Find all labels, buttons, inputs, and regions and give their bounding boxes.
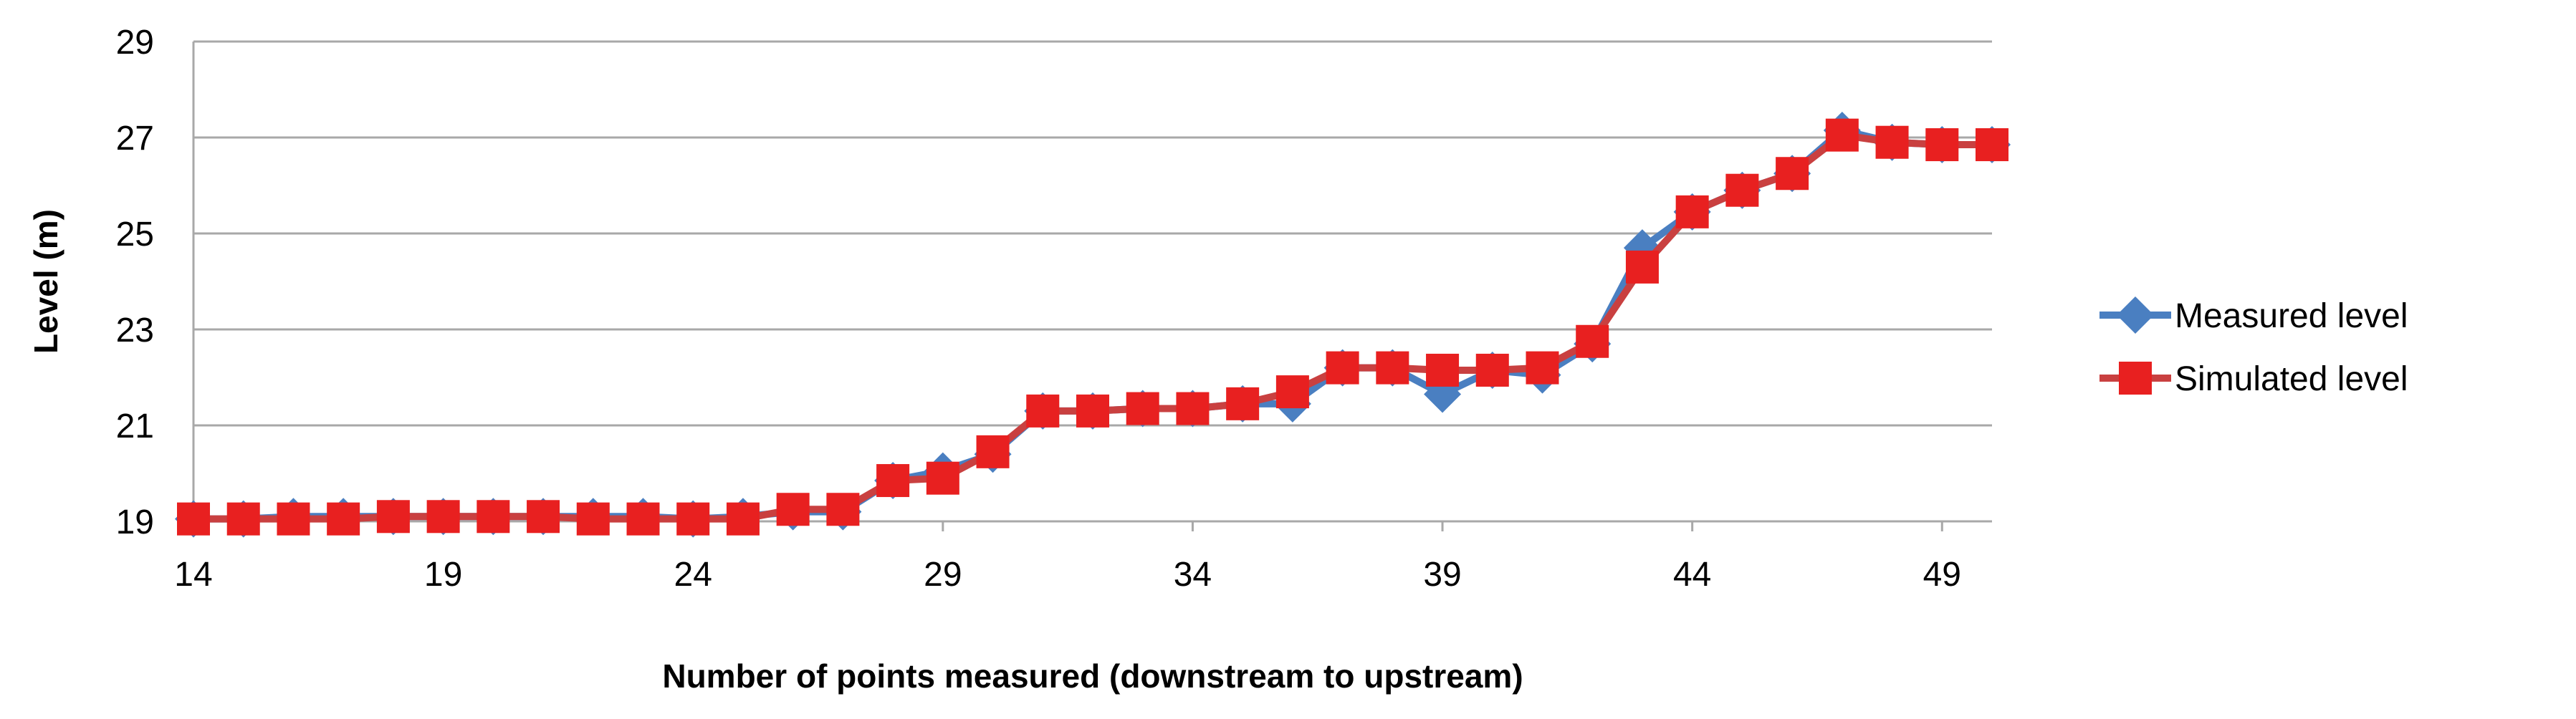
series-line — [193, 126, 1992, 523]
x-axis-ticks: 14 19 24 29 34 39 44 49 — [174, 521, 1961, 594]
series-layer — [175, 111, 2011, 538]
x-tick-label: 14 — [174, 556, 212, 594]
data-point-square — [1625, 250, 1659, 284]
data-point-square — [926, 461, 959, 495]
series-line — [193, 131, 1992, 523]
data-point-square — [1376, 351, 1409, 385]
x-tick-label: 34 — [1174, 556, 1212, 594]
data-point-square — [876, 464, 910, 498]
y-tick-label: 29 — [116, 24, 154, 62]
data-point-square — [226, 502, 260, 536]
data-point-square — [1426, 353, 1460, 387]
data-point-square — [1226, 387, 1260, 420]
data-point-square — [1326, 351, 1359, 385]
gridlines — [192, 40, 1992, 523]
x-tick-label: 44 — [1673, 556, 1711, 594]
data-point-square — [1925, 128, 1959, 162]
y-axis-ticks: 19 21 23 25 27 29 — [116, 24, 154, 541]
data-point-square — [826, 493, 860, 526]
legend-label: Measured level — [2175, 297, 2408, 335]
series-simulated-level — [177, 118, 2008, 536]
data-point-square — [626, 502, 660, 536]
data-point-square — [277, 502, 310, 536]
data-point-square — [1475, 353, 1509, 387]
legend: Measured level Simulated level — [2099, 296, 2408, 398]
data-point-square — [1176, 392, 1210, 425]
data-point-diamond — [2117, 296, 2154, 334]
data-point-square — [477, 500, 510, 534]
data-point-square — [527, 500, 560, 534]
data-point-square — [1725, 173, 1759, 207]
data-point-square — [1576, 324, 1609, 358]
data-point-square — [1675, 195, 1709, 228]
data-point-square — [1776, 157, 1809, 190]
y-tick-label: 25 — [116, 216, 154, 254]
data-point-square — [327, 502, 360, 536]
data-point-square — [776, 493, 810, 526]
y-tick-label: 23 — [116, 312, 154, 349]
data-point-square — [376, 500, 410, 534]
x-axis-title: Number of points measured (downstream to… — [662, 657, 1523, 695]
x-tick-label: 49 — [1923, 556, 1961, 594]
data-point-square — [177, 502, 210, 536]
legend-label: Simulated level — [2175, 360, 2408, 398]
data-point-square — [1526, 351, 1559, 385]
y-axis-title: Level (m) — [27, 209, 64, 354]
x-tick-label: 19 — [424, 556, 462, 594]
data-point-square — [1026, 394, 1060, 428]
data-point-square — [1825, 118, 1859, 152]
data-point-square — [1126, 392, 1159, 425]
y-tick-label: 21 — [116, 407, 154, 445]
data-point-square — [1976, 128, 2008, 162]
y-tick-label: 27 — [116, 120, 154, 158]
data-point-square — [1076, 394, 1109, 428]
data-point-square — [576, 502, 610, 536]
y-tick-label: 19 — [116, 503, 154, 541]
x-tick-label: 29 — [924, 556, 962, 594]
data-point-square — [1275, 375, 1309, 409]
data-point-square — [976, 435, 1010, 468]
data-point-square — [676, 502, 710, 536]
x-tick-label: 39 — [1423, 556, 1461, 594]
data-point-square — [426, 500, 460, 534]
data-point-square — [726, 502, 760, 536]
x-tick-label: 24 — [674, 556, 712, 594]
data-point-square — [2119, 362, 2152, 395]
data-point-square — [1875, 125, 1909, 159]
